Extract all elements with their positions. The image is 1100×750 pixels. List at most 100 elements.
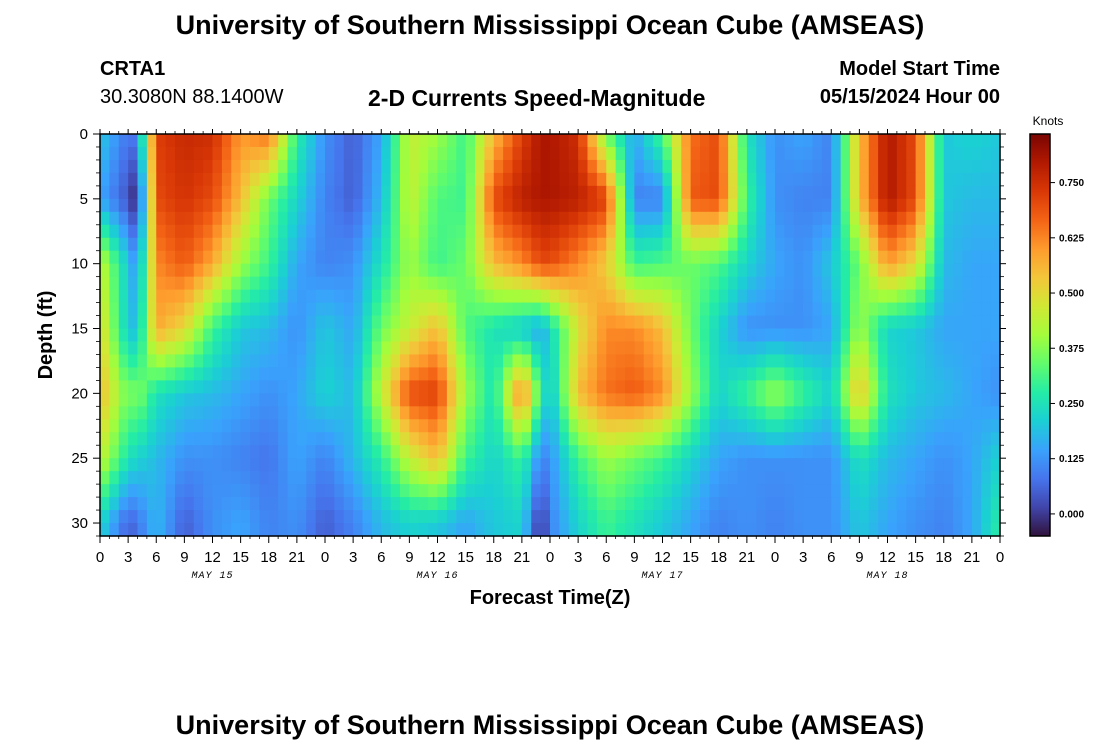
heatmap-cell xyxy=(400,367,410,381)
heatmap-cell xyxy=(643,237,654,252)
heatmap-cell xyxy=(400,380,410,394)
heatmap-cell xyxy=(971,419,982,433)
heatmap-cell xyxy=(231,250,242,265)
heatmap-cell xyxy=(315,237,326,252)
heatmap-cell xyxy=(493,393,504,407)
heatmap-cell xyxy=(681,328,692,343)
heatmap-cell xyxy=(146,523,157,537)
heatmap-cell xyxy=(925,354,935,369)
heatmap-cell xyxy=(428,510,439,524)
heatmap-cell xyxy=(746,289,757,304)
heatmap-cell xyxy=(606,198,617,213)
heatmap-cell xyxy=(100,315,110,330)
heatmap-cell xyxy=(296,185,307,200)
heatmap-cell xyxy=(709,484,720,498)
heatmap-cell xyxy=(287,146,298,161)
heatmap-cell xyxy=(418,289,429,304)
heatmap-cell xyxy=(559,354,570,369)
heatmap-cell xyxy=(503,523,514,537)
heatmap-cell xyxy=(400,185,410,200)
heatmap-cell xyxy=(756,523,767,537)
heatmap-cell xyxy=(531,224,542,239)
heatmap-cell xyxy=(915,289,926,304)
heatmap-cell xyxy=(568,315,579,330)
heatmap-cell xyxy=(971,289,982,304)
heatmap-cell xyxy=(268,302,279,317)
heatmap-cell xyxy=(493,315,504,330)
heatmap-cell xyxy=(906,497,917,511)
heatmap-cell xyxy=(137,302,148,317)
heatmap-cell xyxy=(915,302,926,317)
heatmap-cell xyxy=(456,471,467,485)
heatmap-cell xyxy=(812,367,823,381)
heatmap-cell xyxy=(990,406,1001,420)
heatmap-cell xyxy=(550,458,560,472)
heatmap-cell xyxy=(803,315,814,330)
heatmap-cell xyxy=(371,367,382,381)
heatmap-cell xyxy=(193,146,204,161)
heatmap-cell xyxy=(400,224,410,239)
heatmap-cell xyxy=(531,510,542,524)
heatmap-cell xyxy=(587,328,598,343)
heatmap-cell xyxy=(615,354,626,369)
heatmap-cell xyxy=(756,510,767,524)
heatmap-cell xyxy=(268,458,279,472)
heatmap-cell xyxy=(203,497,214,511)
heatmap-cell xyxy=(700,315,710,330)
heatmap-cell xyxy=(718,159,729,174)
heatmap-cell xyxy=(943,276,954,291)
heatmap-cell xyxy=(765,432,776,446)
heatmap-cell xyxy=(240,134,251,148)
heatmap-cell xyxy=(962,289,973,304)
heatmap-cell xyxy=(306,185,317,200)
heatmap-cell xyxy=(203,354,214,369)
heatmap-cell xyxy=(231,289,242,304)
heatmap-cell xyxy=(306,341,317,356)
heatmap-cell xyxy=(962,211,973,226)
heatmap-cell xyxy=(671,497,682,511)
heatmap-cell xyxy=(578,159,589,174)
heatmap-cell xyxy=(428,367,439,381)
heatmap-cell xyxy=(615,445,626,459)
heatmap-cell xyxy=(315,185,326,200)
heatmap-cell xyxy=(484,134,495,148)
heatmap-cell xyxy=(803,159,814,174)
heatmap-cell xyxy=(756,289,767,304)
heatmap-cell xyxy=(193,237,204,252)
heatmap-cell xyxy=(587,523,598,537)
heatmap-cell xyxy=(400,341,410,356)
heatmap-cell xyxy=(587,159,598,174)
heatmap-cell xyxy=(915,315,926,330)
colorbar-tick-label: 0.125 xyxy=(1059,454,1084,465)
heatmap-cell xyxy=(259,237,270,252)
heatmap-cell xyxy=(362,406,373,420)
heatmap-cell xyxy=(671,458,682,472)
heatmap-cell xyxy=(175,276,185,291)
heatmap-cell xyxy=(568,432,579,446)
heatmap-cell xyxy=(634,341,645,356)
heatmap-cell xyxy=(296,263,307,278)
heatmap-cell xyxy=(156,393,167,407)
y-tick-label: 15 xyxy=(71,321,88,338)
heatmap-cell xyxy=(240,354,251,369)
heatmap-cell xyxy=(184,406,195,420)
y-tick-label: 0 xyxy=(80,126,88,143)
heatmap-cell xyxy=(362,341,373,356)
heatmap-cell xyxy=(128,497,139,511)
heatmap-cell xyxy=(671,432,682,446)
heatmap-cell xyxy=(934,484,945,498)
heatmap-cell xyxy=(146,354,157,369)
heatmap-cell xyxy=(643,406,654,420)
heatmap-cell xyxy=(296,341,307,356)
heatmap-cell xyxy=(193,419,204,433)
heatmap-cell xyxy=(137,159,148,174)
heatmap-cell xyxy=(100,211,110,226)
heatmap-cell xyxy=(371,432,382,446)
heatmap-cell xyxy=(990,510,1001,524)
heatmap-cell xyxy=(971,484,982,498)
heatmap-cell xyxy=(400,237,410,252)
heatmap-cell xyxy=(409,237,420,252)
heatmap-cell xyxy=(784,211,795,226)
heatmap-cell xyxy=(887,523,898,537)
heatmap-cell xyxy=(915,458,926,472)
